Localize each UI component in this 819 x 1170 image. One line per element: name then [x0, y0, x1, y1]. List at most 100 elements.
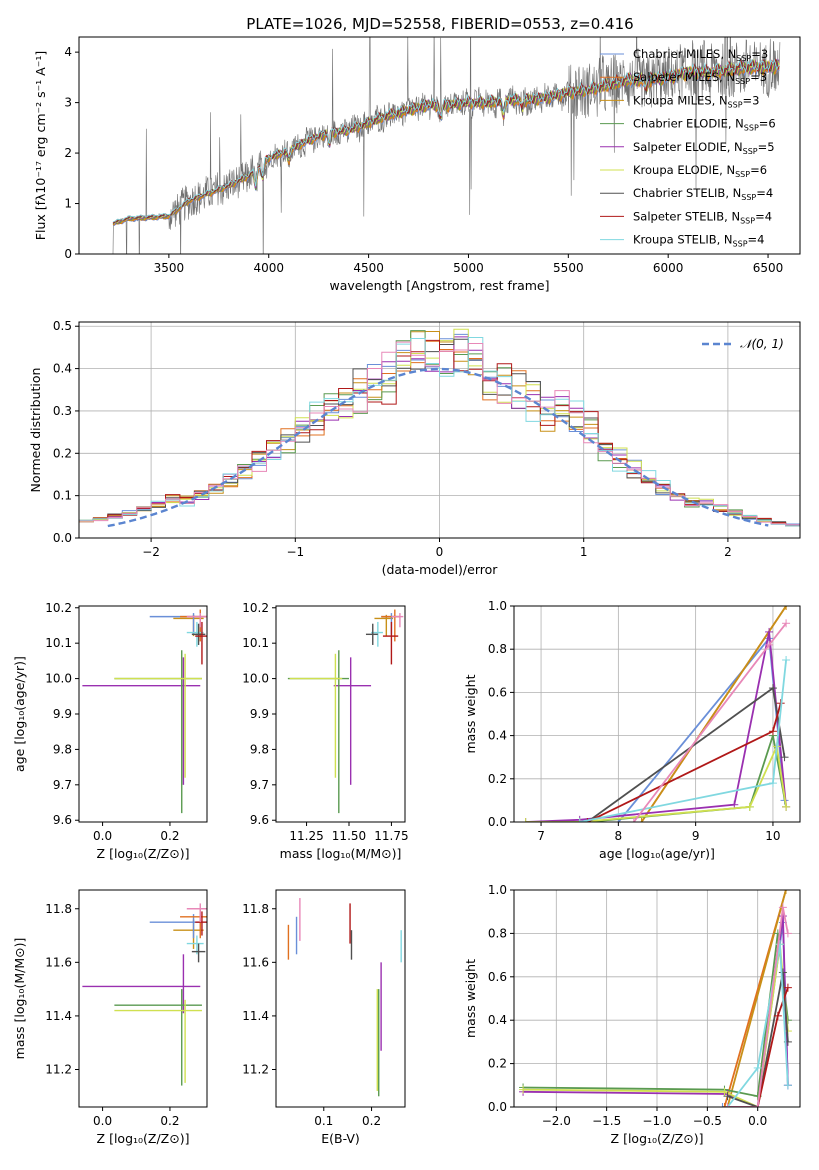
- error-bar-point: [186, 903, 207, 923]
- y-axis-label: mass weight: [463, 959, 478, 1038]
- y-axis-label: Flux [fλ10⁻¹⁷ erg cm⁻² s⁻¹ A⁻¹]: [33, 51, 48, 240]
- x-axis-label: Z [log₁₀(Z/Z⊙)]: [97, 1131, 190, 1146]
- age-vs-metallicity-panel: 0.0 0.2 9.6 9.7 9.8 9.9 10.0 10.1 10.2 Z [log₁₀(Z…: [12, 601, 208, 861]
- y-tick-label: 10.0: [45, 672, 72, 686]
- legend-entry: 𝒩(0, 1): [740, 337, 784, 351]
- mass-weight-marker: [783, 1081, 792, 1090]
- mass-weight-line: [726, 890, 787, 1107]
- mass-weight-marker: [782, 802, 791, 811]
- mass-weight-line: [633, 622, 787, 822]
- y-tick-label: 0.2: [488, 1057, 507, 1071]
- mass-weight-marker: [745, 802, 754, 811]
- x-axis-label: wavelength [Angstrom, rest frame]: [329, 278, 549, 293]
- y-tick-label: 0.5: [53, 319, 72, 333]
- axes-frame: [275, 889, 406, 1108]
- y-tick-label: 9.7: [250, 778, 269, 792]
- mass-weight-marker: [637, 818, 646, 822]
- x-tick-label: 0.2: [362, 1114, 381, 1128]
- mass-weight-line: [727, 907, 789, 1107]
- x-axis-label: Z [log₁₀(Z/Z⊙)]: [97, 846, 190, 861]
- axes-frame: [513, 605, 801, 823]
- error-bar-point: [186, 613, 207, 628]
- error-bar-point: [149, 914, 201, 939]
- x-tick-label: 3500: [154, 261, 185, 275]
- y-tick-label: 1: [64, 197, 72, 211]
- legend-entry: Kroupa STELIB, NSSP=4: [633, 233, 764, 249]
- mass-weight-marker: [778, 968, 787, 977]
- y-tick-label: 11.8: [45, 902, 72, 916]
- mass-weight-marker: [781, 890, 790, 894]
- x-tick-label: 7: [537, 829, 545, 843]
- legend-entry: Salpeter ELODIE, NSSP=5: [633, 140, 775, 156]
- mass-weight-marker: [521, 818, 530, 822]
- error-bar-point: [114, 650, 202, 814]
- mass-weight-marker: [782, 619, 791, 628]
- error-bar-point: [114, 653, 202, 778]
- axes-frame: [78, 889, 208, 1108]
- mass-weight-marker: [768, 727, 777, 736]
- axes-frame: [78, 321, 801, 539]
- y-tick-label: 10.1: [242, 636, 269, 650]
- y-tick-label: 0.4: [488, 1013, 507, 1027]
- mass-weight-line: [523, 915, 789, 1107]
- y-tick-label: 3: [64, 96, 72, 110]
- y-tick-label: 11.4: [45, 1009, 72, 1023]
- x-tick-label: 11.25: [289, 829, 323, 843]
- x-tick-label: 0.2: [160, 829, 179, 843]
- x-tick-label: 8: [615, 829, 623, 843]
- error-bar-point: [391, 613, 404, 628]
- y-axis-label: mass [log₁₀(M/M⊙)]: [12, 938, 27, 1060]
- legend-entry: Salpeter STELIB, NSSP=4: [633, 209, 772, 225]
- x-tick-label: 0.0: [93, 1114, 112, 1128]
- y-tick-label: 9.6: [53, 813, 72, 827]
- y-tick-label: 2: [64, 146, 72, 160]
- residuals-panel: −2 −1 0 1 2 0.0 0.1 0.2 0.3 0.4 0.5 (data-model)/er…: [28, 319, 801, 577]
- axes-frame: [275, 605, 406, 823]
- mass-weight-line: [523, 933, 789, 1098]
- x-tick-label: −1.5: [592, 1114, 621, 1128]
- x-tick-label: 10: [765, 829, 780, 843]
- mass-weight-marker: [782, 656, 791, 664]
- figure-title: PLATE=1026, MJD=52558, FIBERID=0553, z=0…: [246, 15, 633, 33]
- normal-distribution-curve: [107, 367, 769, 528]
- mass-weight-line: [579, 659, 787, 822]
- mass-weight-marker: [783, 929, 792, 938]
- x-tick-label: 0: [436, 545, 444, 559]
- x-axis-label: (data-model)/error: [382, 562, 499, 577]
- y-tick-label: 9.7: [53, 778, 72, 792]
- y-tick-label: 11.6: [45, 955, 72, 969]
- age-vs-mass-panel: 11.25 11.50 11.75 9.6 9.7 9.8 9.9 10.0 10.1 10.2 m…: [242, 601, 408, 861]
- mass-weight-marker: [780, 753, 789, 762]
- x-tick-label: −0.5: [693, 1114, 722, 1128]
- y-tick-label: 10.1: [45, 636, 72, 650]
- y-tick-label: 9.8: [53, 742, 72, 756]
- spectrum-legend: Chabrier MILES, NSSP=3 Salpeter MILES, NS…: [600, 47, 776, 249]
- mass-weight-marker: [723, 1103, 732, 1107]
- y-tick-label: 0.0: [488, 1100, 507, 1114]
- error-bar-point: [374, 614, 394, 637]
- mass-weight-marker: [773, 1011, 782, 1020]
- error-bar-point: [365, 623, 378, 645]
- mass-weight-marker: [753, 1063, 762, 1072]
- mass-weight-marker: [519, 1085, 528, 1094]
- x-tick-label: −2: [142, 545, 160, 559]
- y-tick-label: 0.8: [488, 642, 507, 656]
- mass-vs-extinction-panel: 0.1 0.2 11.2 11.4 11.6 11.8 E(B-V): [242, 889, 406, 1146]
- y-tick-label: 0.0: [488, 815, 507, 829]
- massweight-vs-metallicity-panel: −2.0 −1.5 −1.0 −0.5 0.0 0.0 0.2 0.4 0.6 0.8 1.0 Z […: [463, 883, 801, 1146]
- x-tick-label: 0.2: [160, 1114, 179, 1128]
- massweight-vs-age-panel: 7 8 9 10 0.0 0.2 0.4 0.6 0.8 1.0 age [log₁₀(age/yr…: [463, 599, 801, 861]
- y-tick-label: 9.9: [53, 707, 72, 721]
- x-tick-label: 5000: [453, 261, 484, 275]
- y-tick-label: 0.4: [53, 362, 72, 376]
- x-tick-label: 9: [692, 829, 700, 843]
- y-tick-label: 11.4: [242, 1009, 269, 1023]
- error-bar-point: [195, 621, 207, 665]
- y-tick-label: 0.6: [488, 970, 507, 984]
- y-tick-label: 9.6: [250, 813, 269, 827]
- y-tick-label: 11.8: [242, 902, 269, 916]
- error-bar-point: [82, 954, 201, 1014]
- x-tick-label: 1: [580, 545, 588, 559]
- x-tick-label: 6500: [753, 261, 784, 275]
